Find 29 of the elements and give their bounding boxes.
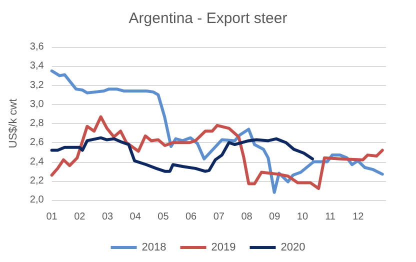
chart-title: Argentina - Export steer bbox=[128, 10, 288, 27]
x-tick-label: 12 bbox=[352, 212, 364, 222]
x-tick-label: 05 bbox=[158, 212, 170, 222]
x-tick-label: 02 bbox=[74, 212, 86, 222]
x-tick-label: 07 bbox=[213, 212, 225, 222]
legend-label: 2020 bbox=[280, 242, 306, 254]
x-tick-label: 06 bbox=[185, 212, 198, 222]
y-tick-label: 3,4 bbox=[30, 60, 44, 72]
y-tick-label: 3,6 bbox=[30, 42, 44, 52]
line-series bbox=[50, 115, 384, 190]
x-tick-label: 03 bbox=[102, 212, 114, 222]
x-tick-label: 04 bbox=[130, 212, 142, 222]
y-tick-label: 2,8 bbox=[30, 118, 44, 129]
y-tick-label: 2,4 bbox=[30, 156, 44, 168]
y-tick-label: 2,2 bbox=[30, 175, 44, 186]
x-tick-label: 08 bbox=[241, 212, 253, 222]
y-tick-label: 3,2 bbox=[30, 80, 44, 91]
x-tick-label: 10 bbox=[296, 212, 308, 222]
x-tick-label: 09 bbox=[269, 212, 281, 222]
legend-label: 2018 bbox=[142, 242, 166, 254]
line-series bbox=[50, 69, 384, 194]
x-tick-label: 11 bbox=[325, 212, 336, 222]
x-tick-label: 01 bbox=[46, 212, 58, 222]
y-tick-label: 3,0 bbox=[30, 98, 44, 110]
legend-label: 2019 bbox=[211, 242, 236, 254]
y-axis-title: US$/k cwt bbox=[8, 98, 20, 148]
y-tick-label: 2,6 bbox=[30, 137, 44, 148]
line-series bbox=[50, 136, 314, 173]
y-tick-label: 2,0 bbox=[30, 194, 44, 206]
